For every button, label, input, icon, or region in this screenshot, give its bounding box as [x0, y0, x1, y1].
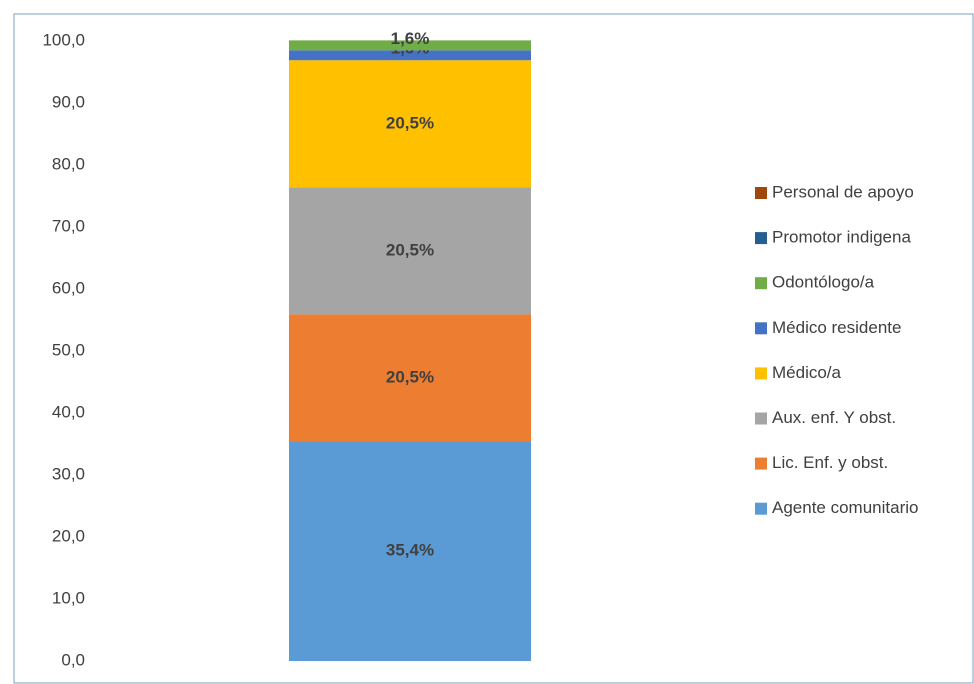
value-label: 20,5% [386, 113, 434, 132]
legend-label: Promotor indigena [772, 228, 911, 247]
legend-label: Médico/a [772, 363, 842, 382]
legend-swatch [755, 232, 767, 245]
y-tick-label: 30,0 [52, 464, 85, 483]
legend-label: Lic. Enf. y obst. [772, 453, 888, 472]
y-tick-label: 100,0 [42, 30, 85, 49]
y-tick-label: 10,0 [52, 588, 85, 607]
bar-segment [289, 60, 531, 188]
legend-swatch [755, 457, 767, 470]
bar-segment [289, 40, 531, 51]
legend-label: Odontólogo/a [772, 273, 875, 292]
value-label: 20,5% [386, 240, 434, 259]
y-tick-label: 0,0 [61, 650, 85, 669]
bar-segment [289, 314, 531, 442]
chart-frame [13, 13, 974, 684]
bar-segment [289, 441, 531, 661]
legend-label: Médico residente [772, 318, 901, 337]
y-tick-label: 90,0 [52, 92, 85, 111]
bar-segment [289, 50, 531, 61]
legend-swatch [755, 367, 767, 380]
value-label: 35,4% [386, 541, 434, 560]
legend-label: Personal de apoyo [772, 182, 914, 201]
y-tick-label: 60,0 [52, 278, 85, 297]
legend-swatch [755, 322, 767, 335]
value-label: 20,5% [386, 367, 434, 386]
y-tick-label: 40,0 [52, 402, 85, 421]
legend-swatch [755, 277, 767, 290]
y-tick-label: 20,0 [52, 526, 85, 545]
y-tick-label: 50,0 [52, 340, 85, 359]
legend-swatch [755, 412, 767, 425]
legend-swatch [755, 187, 767, 199]
y-tick-label: 70,0 [52, 216, 85, 235]
legend-label: Agente comunitario [772, 498, 918, 517]
legend-swatch [755, 502, 767, 515]
legend-label: Aux. enf. Y obst. [772, 408, 896, 427]
y-tick-label: 80,0 [52, 154, 85, 173]
bar-segment [289, 187, 531, 315]
value-label: 1,6% [391, 29, 430, 48]
